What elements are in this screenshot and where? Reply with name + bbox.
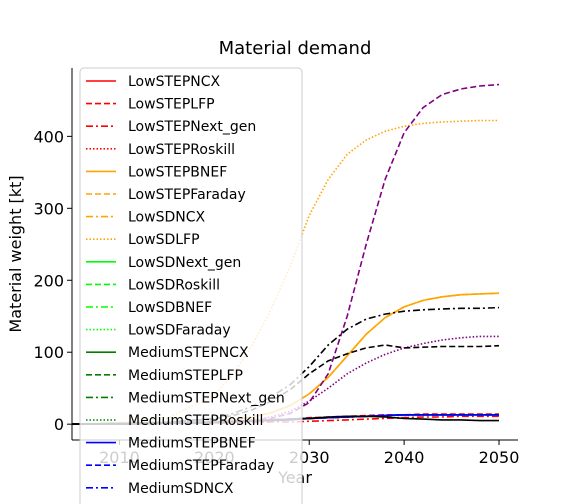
series-line-unlabeled-22 [71,344,500,425]
legend-label: MediumSDNCX [128,481,234,497]
legend-label: MediumSTEPBNEF [128,436,256,452]
y-tick-label: 200 [33,271,64,290]
y-tick-label: 0 [54,415,64,434]
y-tick-label: 300 [33,199,64,218]
legend-label: MediumSTEPRoskill [128,413,263,429]
y-axis-label: Material weight [kt] [6,175,25,332]
x-tick-label: 2050 [479,448,520,467]
series-line-unlabeled-19 [72,83,500,426]
legend-label: LowSDNext_gen [128,255,241,271]
legend-label: LowSTEPRoskill [128,142,235,158]
series-line-unlabeled-21 [71,306,500,425]
y-ticks: 0 100 200 300 400 [33,127,72,434]
y-tick-label: 400 [33,127,64,146]
legend-label: LowSDBNEF [128,300,212,316]
series-line-unlabeled-20 [72,335,499,426]
series-line-lowstepnext_gen [72,415,499,426]
legend-label: MediumSTEPFaraday [128,458,274,474]
legend-label: LowSDLFP [128,232,200,248]
legend: LowSTEPNCX LowSTEPLFP LowSTEPNext_gen LowST… [79,67,303,504]
legend-label: MediumSTEPNCX [128,345,249,361]
x-tick-label: 2040 [384,448,425,467]
legend-label: LowSDFaraday [128,323,231,339]
legend-label: MediumSTEPNext_gen [128,390,285,406]
legend-label: LowSDRoskill [128,277,220,293]
legend-label: MediumSTEPLFP [128,368,243,384]
legend-label: LowSTEPBNEF [128,164,227,180]
chart-title: Material demand [219,38,372,59]
legend-frame [79,67,303,504]
legend-label: LowSTEPNCX [128,74,221,90]
legend-label: LowSTEPNext_gen [128,119,256,135]
legend-label: LowSTEPLFP [128,97,215,113]
y-tick-label: 100 [33,343,64,362]
legend-label: LowSTEPFaraday [128,187,246,203]
legend-label: LowSDNCX [128,210,205,226]
